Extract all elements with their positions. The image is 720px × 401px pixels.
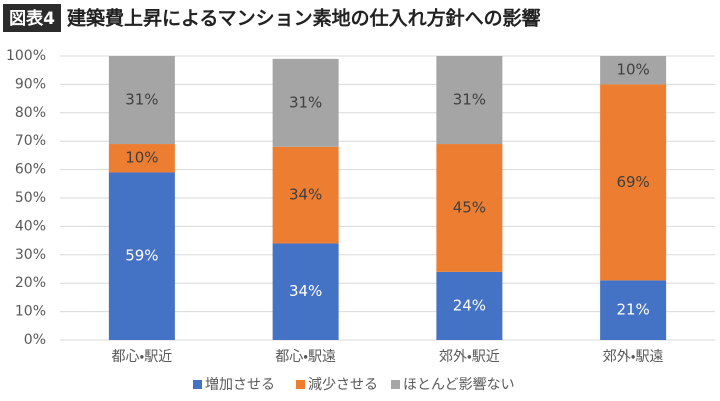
x-tick-label: 都心・駅近 [111,349,172,365]
bar-segment [108,172,175,340]
y-tick-label: 10% [15,304,46,320]
x-tick-label: 都心・駅遠 [275,349,336,365]
badge-bg [3,4,61,32]
bar-segment [108,56,175,145]
data-label: 24% [453,296,486,314]
bar-segment [272,58,339,147]
y-tick-label: 30% [15,247,46,263]
x-tick-label: 郊外・駅遠 [603,349,664,365]
data-label: 45% [453,198,486,216]
y-tick-label: 60% [15,162,46,178]
y-tick-label: 0% [24,332,46,348]
legend-label: 減少させる [308,376,378,393]
legend-swatch [296,380,305,389]
data-label: 21% [616,301,649,319]
data-label: 31% [125,91,158,109]
y-tick-label: 40% [15,218,46,234]
y-tick-label: 90% [15,76,46,92]
figure-label: 図表4 [9,8,55,29]
data-label: 10% [125,149,158,167]
data-label: 34% [289,186,322,204]
data-label: 34% [289,282,322,300]
bar-segment [272,146,339,244]
data-label: 31% [289,93,322,111]
x-tick-label: 郊外・駅近 [439,349,500,365]
bar-segment [436,56,503,145]
data-label: 31% [453,91,486,109]
legend-swatch [391,380,400,389]
data-label: 10% [616,61,649,79]
y-tick-label: 100% [6,48,46,64]
legend-label: 増加させる [205,377,275,393]
data-label: 69% [616,173,649,191]
y-tick-label: 80% [15,105,46,121]
bar-segment [600,84,667,281]
y-tick-label: 20% [15,275,46,291]
bar-segment [436,144,503,272]
bar-segment [600,56,667,85]
chart-title: 建築費上昇によるマンション素地の仕入れ方針への影響 [66,7,541,30]
legend-swatch [193,380,202,389]
bar-segment [436,271,503,340]
data-label: 59% [125,247,158,265]
y-tick-label: 50% [15,190,46,206]
legend-label: ほとんど影響ない [403,377,515,393]
bar-segment [600,280,667,340]
bar-segment [272,243,339,340]
bar-segment [108,144,175,173]
y-tick-label: 70% [15,133,46,149]
